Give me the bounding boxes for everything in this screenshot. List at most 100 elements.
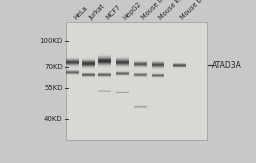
Bar	[152, 63, 164, 64]
Bar	[173, 67, 186, 68]
Bar	[152, 76, 164, 77]
Bar	[134, 67, 147, 68]
Bar	[82, 57, 95, 58]
Bar	[116, 58, 129, 59]
Bar	[116, 62, 129, 63]
Bar	[98, 64, 111, 65]
Bar	[116, 60, 129, 61]
Bar	[116, 73, 129, 74]
Bar	[134, 62, 147, 63]
Bar	[134, 73, 147, 74]
Bar	[66, 57, 79, 58]
Bar	[98, 72, 111, 73]
Bar	[173, 68, 186, 69]
Bar	[82, 68, 95, 69]
Bar	[82, 58, 95, 59]
Bar	[82, 59, 95, 60]
Bar	[134, 60, 147, 61]
Bar	[82, 61, 95, 62]
Bar	[66, 71, 79, 72]
Bar	[82, 67, 95, 68]
Bar	[152, 69, 164, 70]
Bar	[82, 72, 95, 73]
Bar	[152, 66, 164, 67]
Bar	[66, 69, 79, 70]
Bar	[152, 64, 164, 65]
Bar	[82, 66, 95, 67]
Bar	[173, 64, 186, 65]
Bar	[66, 68, 79, 69]
Bar	[66, 59, 79, 60]
Bar	[66, 61, 79, 62]
Bar	[98, 60, 111, 61]
Text: Mouse liver: Mouse liver	[140, 0, 171, 21]
Bar	[66, 58, 79, 59]
Bar	[134, 68, 147, 69]
Text: MCF7: MCF7	[104, 4, 122, 21]
Bar	[98, 76, 111, 77]
Bar	[82, 77, 95, 78]
Bar	[98, 68, 111, 69]
Text: ATAD3A: ATAD3A	[212, 61, 242, 70]
Bar	[173, 66, 186, 67]
Bar	[152, 61, 164, 62]
Bar	[116, 68, 129, 69]
Bar	[116, 65, 129, 66]
Bar	[66, 74, 79, 75]
Bar	[134, 74, 147, 75]
Bar	[116, 74, 129, 75]
Bar	[152, 74, 164, 75]
Bar	[116, 72, 129, 73]
Bar	[134, 59, 147, 60]
Bar	[98, 71, 111, 72]
Bar	[98, 75, 111, 76]
Bar	[116, 67, 129, 68]
Bar	[152, 62, 164, 63]
Text: HepG2: HepG2	[122, 1, 143, 21]
Bar	[98, 77, 111, 78]
Bar	[152, 75, 164, 76]
Text: 55KD: 55KD	[44, 85, 63, 91]
Bar	[98, 58, 111, 59]
Bar	[152, 67, 164, 68]
Bar	[66, 70, 79, 71]
Bar	[66, 22, 207, 140]
Bar	[152, 60, 164, 61]
Bar	[98, 74, 111, 75]
Bar	[134, 72, 147, 73]
Bar	[98, 63, 111, 64]
Bar	[152, 73, 164, 74]
Text: 40KD: 40KD	[44, 116, 63, 122]
Bar	[134, 63, 147, 64]
Bar	[66, 62, 79, 63]
Bar	[98, 65, 111, 66]
Bar	[116, 71, 129, 72]
Bar	[116, 56, 129, 57]
Bar	[116, 76, 129, 77]
Bar	[116, 64, 129, 65]
Bar	[116, 70, 129, 71]
Bar	[152, 65, 164, 66]
Bar	[66, 65, 79, 66]
Bar	[98, 53, 111, 54]
Bar	[134, 66, 147, 67]
Bar	[98, 61, 111, 62]
Bar	[116, 59, 129, 60]
Bar	[82, 60, 95, 61]
Bar	[82, 73, 95, 74]
Bar	[82, 62, 95, 63]
Bar	[134, 61, 147, 62]
Bar	[134, 77, 147, 78]
Bar	[82, 75, 95, 76]
Bar	[66, 73, 79, 74]
Bar	[134, 65, 147, 66]
Text: HeLa: HeLa	[73, 5, 89, 21]
Bar	[116, 61, 129, 62]
Text: Mouse brain: Mouse brain	[180, 0, 213, 21]
Bar	[82, 63, 95, 64]
Bar	[98, 67, 111, 68]
Bar	[66, 56, 79, 57]
Bar	[134, 75, 147, 76]
Bar	[82, 76, 95, 77]
Bar	[152, 77, 164, 78]
